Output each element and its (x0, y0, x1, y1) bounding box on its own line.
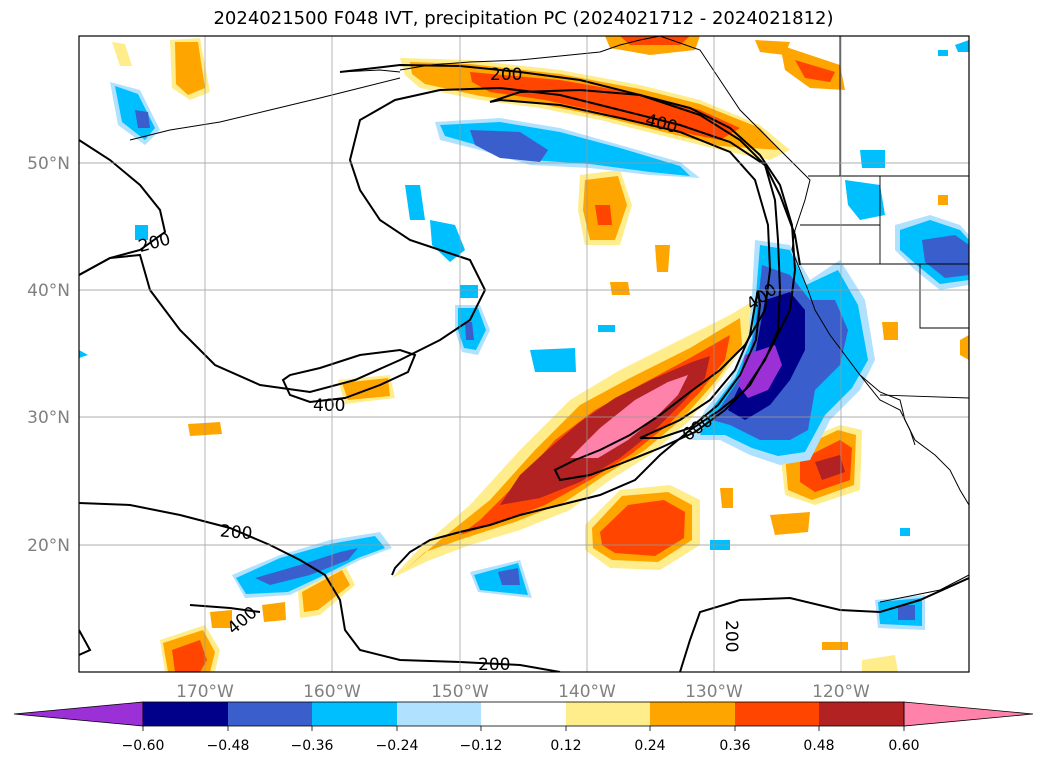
lon-label-140w: 140°W (558, 682, 616, 702)
map-plot-area: 200 400 200 400 200 400 200 200 400 600 (79, 36, 969, 675)
colorbar-tick-label: −0.36 (291, 738, 334, 754)
ivt-200-far-sw (79, 629, 92, 656)
lon-label-150w: 150°W (431, 682, 489, 702)
ivt-400-mid (281, 348, 417, 404)
colorbar-swatch (735, 702, 819, 726)
north-america-coast (399, 36, 969, 506)
colorbar-tick-label: −0.48 (207, 738, 250, 754)
ivt-contours (79, 63, 969, 672)
colorbar-swatch (481, 702, 566, 726)
ivt-200-se (679, 577, 969, 672)
baja-coast (859, 374, 916, 446)
colorbar: −0.60 −0.48 −0.36 −0.24 −0.12 0.12 0.24 … (13, 701, 1034, 754)
ivt-200-inner (79, 86, 801, 394)
colorbar-tick-label: −0.60 (122, 738, 165, 754)
contour-label: 400 (313, 396, 345, 416)
political-borders (800, 36, 969, 399)
lat-label-20n: 20°N (27, 536, 70, 556)
aleutian-islands (129, 77, 401, 141)
colorbar-tick-label: −0.12 (460, 738, 503, 754)
colorbar-swatch (819, 702, 904, 726)
mexico-coast (879, 574, 969, 603)
contour-label: 200 (490, 65, 522, 85)
colorbar-swatch (397, 702, 481, 726)
colorbar-swatch (228, 702, 312, 726)
lon-label-120w: 120°W (812, 682, 870, 702)
contour-label: 200 (478, 655, 510, 675)
colorbar-tick-label: 0.12 (550, 738, 581, 754)
ivt-400-sw (189, 604, 261, 613)
colorbar-swatch (566, 702, 650, 726)
colorbar-tick-label: 0.24 (634, 738, 665, 754)
lon-label-130w: 130°W (685, 682, 743, 702)
colorbar-tick-label: 0.36 (719, 738, 750, 754)
map-frame (78, 35, 970, 673)
ar-band-pink (570, 375, 688, 458)
lat-label-40n: 40°N (27, 281, 70, 301)
colorbar-tick-label: −0.24 (376, 738, 419, 754)
lon-label-160w: 160°W (303, 682, 361, 702)
colorbar-tick-label: 0.60 (888, 738, 919, 754)
colorbar-ticks: −0.60 −0.48 −0.36 −0.24 −0.12 0.12 0.24 … (122, 738, 920, 754)
contour-label: 200 (219, 521, 253, 544)
colorbar-swatch (650, 702, 735, 726)
lon-label-170w: 170°W (176, 682, 234, 702)
colorbar-tick-label: 0.48 (803, 738, 834, 754)
colorbar-extend-right (903, 701, 1034, 727)
lat-label-50n: 50°N (27, 154, 70, 174)
state-border-3 (919, 264, 969, 329)
ivt-400-ar (489, 88, 797, 482)
us-mexico-border (879, 394, 969, 399)
colorbar-swatch (312, 702, 397, 726)
colorbar-swatch (143, 702, 228, 726)
colorbar-extend-left (13, 701, 144, 727)
contour-label: 200 (721, 620, 741, 652)
ivt-200-southwest (79, 502, 561, 672)
longitude-labels: 170°W 160°W 150°W 140°W 130°W 120°W (176, 682, 870, 702)
map-title: 2024021500 F048 IVT, precipitation PC (2… (213, 8, 834, 29)
latitude-labels: 50°N 40°N 30°N 20°N (27, 154, 70, 556)
gridlines (79, 36, 969, 672)
negative-anomaly-shading (79, 40, 969, 630)
lat-label-30n: 30°N (27, 408, 70, 428)
